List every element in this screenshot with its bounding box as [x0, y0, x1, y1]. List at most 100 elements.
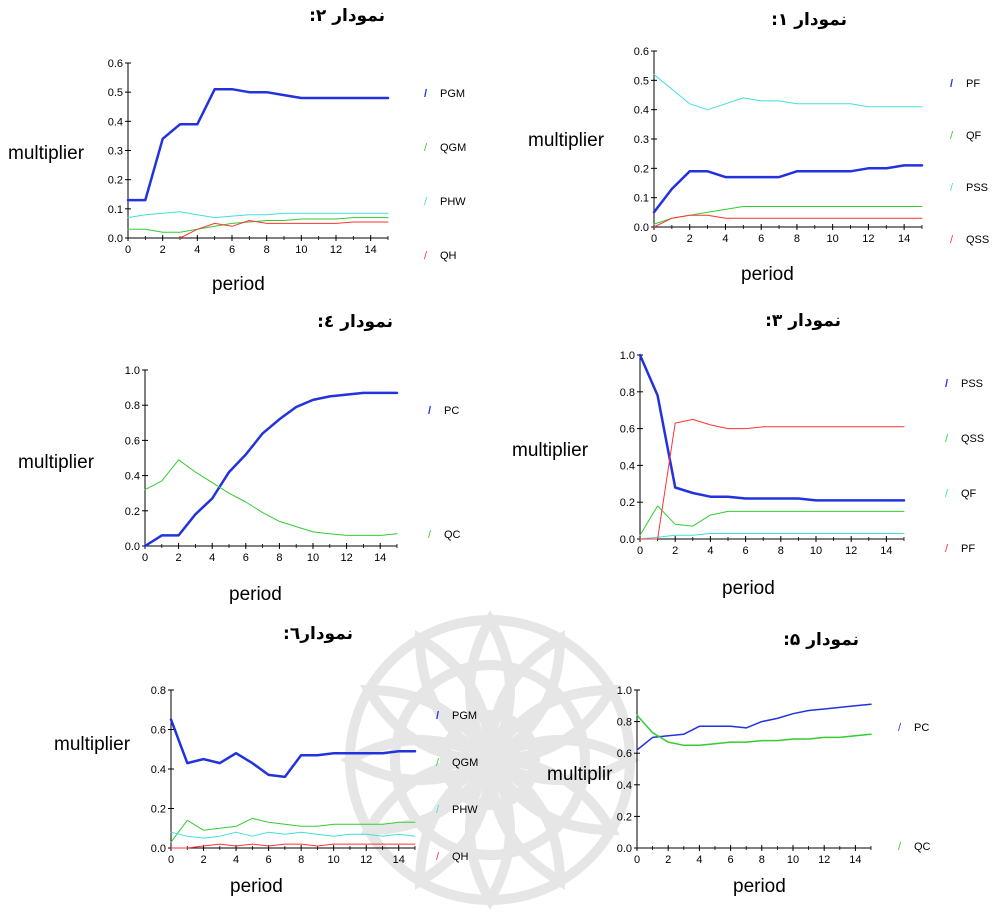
x-tick-label: 12: [845, 545, 857, 557]
y-tick-label: 0.2: [617, 811, 632, 823]
x-tick-label: 0: [637, 545, 643, 557]
legend-swatch: /: [945, 433, 949, 445]
x-tick-label: 2: [672, 545, 678, 557]
x-tick-label: 10: [307, 552, 319, 564]
x-axis-label: period: [230, 876, 283, 897]
legend-swatch: /: [424, 196, 428, 208]
series-line-qf: [639, 533, 905, 540]
x-tick-label: 6: [266, 854, 272, 866]
legend-swatch: /: [950, 130, 954, 142]
legend-item-pss: / PSS: [945, 378, 983, 390]
y-tick-label: 0.2: [125, 506, 140, 518]
legend-swatch: /: [436, 804, 440, 816]
x-tick-label: 14: [393, 854, 405, 866]
series-line-pss: [638, 353, 906, 502]
legend-swatch: /: [424, 142, 428, 154]
legend-item-qgm: / QGM: [436, 757, 478, 769]
series-line-pgm: [169, 718, 417, 779]
legend-label: PHW: [452, 804, 478, 816]
series-line-qh: [179, 220, 389, 239]
x-tick-label: 12: [330, 244, 342, 256]
series-line-pf: [639, 418, 905, 540]
y-axis-label: multiplier: [512, 440, 589, 461]
y-tick-label: 0.0: [617, 843, 632, 855]
legend-label: QF: [966, 130, 982, 142]
legend-swatch: /: [950, 182, 954, 194]
x-axis-label: period: [741, 264, 794, 285]
legend-swatch: /: [898, 722, 902, 734]
series-line-qgm: [170, 817, 416, 843]
chart-title: نمودار ٤:: [317, 312, 393, 332]
legend: / PGM / QGM / PHW / QH: [424, 88, 484, 262]
legend-item-pc: / PC: [428, 405, 459, 417]
y-tick-label: 1.0: [620, 350, 635, 362]
legend-swatch: /: [428, 529, 432, 541]
y-tick-label: 0.4: [125, 471, 140, 483]
legend-label: PHW: [440, 196, 466, 208]
y-tick-label: 0.2: [634, 163, 649, 175]
y-tick-label: 0.8: [617, 717, 632, 729]
y-axis-label: multiplir: [547, 764, 613, 785]
x-tick-label: 12: [360, 854, 372, 866]
y-tick-label: 0.4: [617, 780, 632, 792]
line-chart-4: 0.0 0.2 0.4 0.6 0.8 1.0 0 2 4 6 8 10 12 14: [125, 365, 399, 564]
legend-label: PC: [444, 405, 460, 417]
y-tick-label: 0.8: [125, 400, 140, 412]
x-tick-label: 14: [880, 545, 892, 557]
legend-label: QC: [444, 529, 461, 541]
series-line-pc: [636, 703, 872, 751]
y-tick-label: 0.1: [634, 193, 649, 205]
legend-label: QGM: [452, 757, 479, 769]
legend: / PC / QC: [898, 722, 958, 853]
x-tick-label: 12: [818, 854, 830, 866]
x-axis-label: period: [229, 584, 282, 605]
y-tick-label: 0.2: [151, 804, 166, 816]
y-tick-label: 0.6: [108, 58, 123, 70]
legend-item-qgm: / QGM: [424, 142, 466, 154]
legend-swatch: /: [436, 757, 440, 769]
legend-swatch: /: [436, 851, 440, 863]
legend-swatch: /: [945, 488, 949, 500]
y-tick-label: 0.4: [108, 116, 123, 128]
x-tick-label: 0: [634, 854, 640, 866]
y-axis-label: multiplier: [528, 130, 605, 151]
y-tick-label: 0.6: [151, 725, 166, 737]
legend-label: QH: [440, 250, 457, 262]
y-tick-label: 0.2: [620, 497, 635, 509]
y-tick-label: 0.0: [108, 233, 123, 245]
legend-label: QGM: [440, 142, 467, 154]
y-tick-label: 1.0: [125, 365, 140, 377]
legend-swatch: /: [436, 710, 440, 722]
x-tick-label: 0: [125, 244, 131, 256]
x-tick-label: 8: [298, 854, 304, 866]
x-tick-label: 4: [696, 854, 702, 866]
legend-swatch: /: [950, 234, 954, 246]
series-line-qc: [144, 459, 398, 536]
x-tick-label: 0: [651, 233, 657, 245]
x-tick-label: 14: [365, 244, 377, 256]
line-chart-6: 0.0 0.2 0.4 0.6 0.8 0 2 4 6 8 10 12 14: [151, 685, 417, 866]
x-tick-label: 6: [743, 545, 749, 557]
legend-label: PSS: [961, 378, 984, 390]
legend-item-pgm: / PGM: [424, 88, 465, 100]
legend-item-qss: / QSS: [945, 433, 984, 445]
legend-item-qc: / QC: [898, 841, 931, 853]
chart-title: نمودار٦:: [283, 624, 353, 644]
x-tick-label: 6: [229, 244, 235, 256]
legend-swatch: /: [898, 841, 902, 853]
y-axis-label: multiplier: [8, 143, 85, 164]
legend-item-phw: / PHW: [436, 804, 478, 816]
chart-title: نمودار ۵:: [783, 630, 859, 650]
x-axis-label: period: [722, 578, 775, 599]
x-tick-label: 4: [194, 244, 200, 256]
x-tick-label: 14: [374, 552, 386, 564]
x-axis-label: period: [733, 876, 786, 897]
legend-item-qh: / QH: [436, 851, 469, 863]
series-line-phw: [127, 211, 389, 219]
x-tick-label: 0: [168, 854, 174, 866]
legend-item-pss: / PSS: [950, 182, 988, 194]
x-tick-label: 12: [340, 552, 352, 564]
y-tick-label: 0.6: [634, 46, 649, 58]
legend-label: PGM: [452, 710, 478, 722]
y-axis-label: multiplier: [18, 452, 95, 473]
